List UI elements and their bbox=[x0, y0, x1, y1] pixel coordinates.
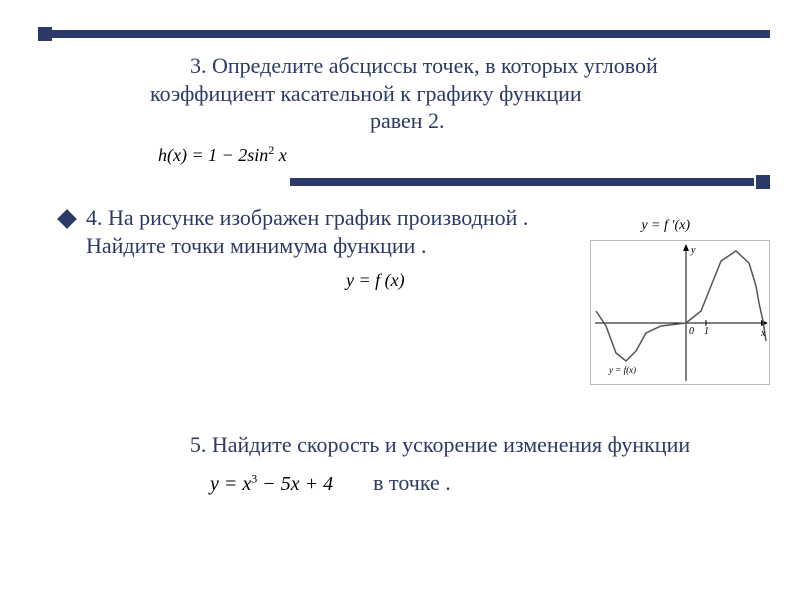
question-5-text: 5. Найдите скорость и ускорение изменени… bbox=[30, 432, 770, 458]
derivative-graph: 0 1 y x y = f(x) bbox=[590, 240, 770, 385]
curve-caption: y = f(x) bbox=[608, 365, 636, 375]
mid-divider bbox=[290, 178, 770, 186]
tick-label-0: 0 bbox=[689, 326, 694, 337]
y-axis-label: y bbox=[690, 245, 696, 256]
question-3-title: 3. Определите абсциссы точек, в которых … bbox=[150, 52, 730, 135]
bullet-icon bbox=[57, 209, 77, 229]
formula-5: y = x3 − 5x + 4 bbox=[210, 471, 333, 496]
divider-cap bbox=[756, 175, 770, 189]
top-divider bbox=[30, 30, 770, 38]
formula-5-text: y = x3 − 5x + 4 bbox=[210, 473, 333, 495]
q3-line2: коэффициент касательной к графику функци… bbox=[150, 80, 730, 108]
divider-bar bbox=[50, 30, 770, 38]
formula-yfprime: y = f ′(x) bbox=[641, 218, 690, 234]
curve bbox=[596, 251, 766, 361]
graph-svg: 0 1 y x y = f(x) bbox=[591, 241, 771, 386]
divider-bar bbox=[290, 178, 754, 186]
formula-h-text: h(x) = 1 − 2sin2 x bbox=[158, 145, 287, 165]
formula-h: h(x) = 1 − 2sin2 x bbox=[158, 143, 770, 166]
at-point-text: в точке . bbox=[373, 470, 451, 496]
tick-label-1: 1 bbox=[704, 326, 709, 337]
x-axis-label: x bbox=[760, 328, 766, 339]
x-arrowhead bbox=[761, 320, 768, 326]
q3-line3: равен 2. bbox=[150, 107, 730, 135]
q3-line1: 3. Определите абсциссы точек, в которых … bbox=[150, 52, 730, 80]
q5-formula-row: y = x3 − 5x + 4 в точке . bbox=[30, 470, 770, 496]
y-arrowhead bbox=[683, 244, 689, 251]
